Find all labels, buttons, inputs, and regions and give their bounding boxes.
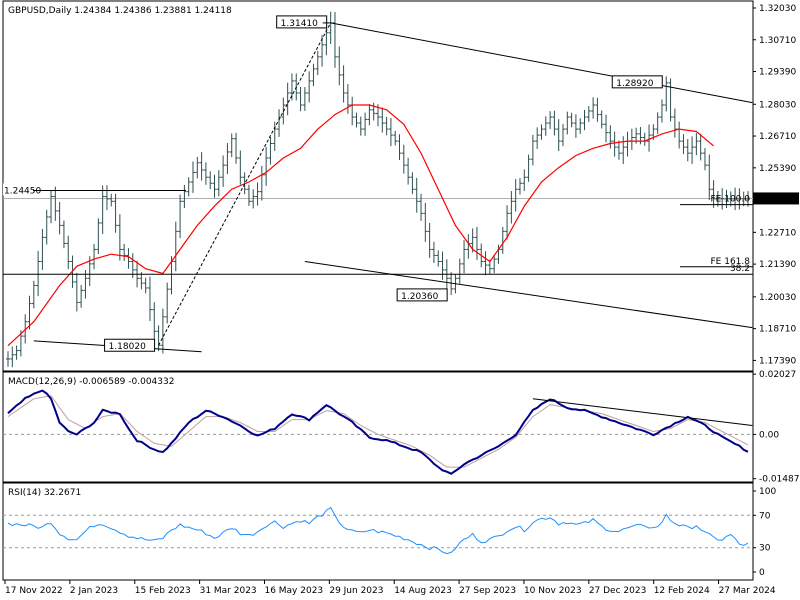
price-tick-label: 1.17390 <box>759 356 796 366</box>
low-label: 1.20360 <box>401 292 438 302</box>
price-tick-label: 1.29390 <box>759 68 796 78</box>
left-level-box <box>3 183 33 196</box>
price-tick-label: 1.30710 <box>759 36 796 46</box>
low-box <box>396 288 448 302</box>
mid-high-label: 1.28920 <box>616 79 653 89</box>
trendline <box>158 22 332 346</box>
macd-series <box>7 389 753 475</box>
trendline <box>304 260 753 329</box>
date-tick-label: 14 Aug 2023 <box>394 586 452 596</box>
price-tick-label: 1.18710 <box>759 325 796 335</box>
price-tick-label: 1.20030 <box>759 293 796 303</box>
price-title: GBPUSD,Daily 1.24384 1.24386 1.23881 1.2… <box>8 6 232 16</box>
price-tick-label: 1.25390 <box>759 164 796 174</box>
rsi-tick-label: 70 <box>759 511 771 521</box>
price-series <box>6 11 753 368</box>
high-label: 1.31410 <box>281 19 318 29</box>
macd-panel: MACD(12,26,9) -0.006589 -0.004332 0.0202… <box>2 370 800 485</box>
rsi-tick-label: 30 <box>759 544 771 554</box>
fe-100-label: FE 100.0 <box>711 195 751 205</box>
rsi-line <box>7 506 749 555</box>
price-tick-label: 1.32030 <box>759 4 796 14</box>
first-low-box <box>104 338 156 352</box>
date-tick-label: 16 May 2023 <box>264 586 323 596</box>
fe-161-label: FE 161.8 <box>711 257 751 267</box>
macd-tick-label: 0.00 <box>759 430 779 440</box>
date-tick-label: 15 Feb 2023 <box>135 586 191 596</box>
last-price-label: 1.24118 <box>757 194 794 204</box>
date-tick-label: 27 Sep 2023 <box>459 586 516 596</box>
rsi-axis: 100 70 30 0 <box>3 487 776 578</box>
date-tick-label: 31 Mar 2023 <box>200 586 257 596</box>
price-tick-label: 1.26710 <box>759 132 796 142</box>
price-panel: GBPUSD,Daily 1.24384 1.24386 1.23881 1.2… <box>2 0 799 372</box>
date-tick-label: 10 Nov 2023 <box>524 586 582 596</box>
rsi-tick-label: 100 <box>759 487 776 497</box>
date-tick-label: 27 Mar 2024 <box>719 586 776 596</box>
macd-tick-label: -0.014877 <box>759 475 800 485</box>
price-tick-label: 1.22710 <box>759 228 796 238</box>
date-tick-label: 12 Feb 2024 <box>654 586 710 596</box>
rsi-series <box>7 506 749 555</box>
moving-average-line <box>7 104 714 347</box>
rsi-title: RSI(14) 32.2671 <box>8 488 81 498</box>
macd-title: MACD(12,26,9) -0.006589 -0.004332 <box>8 377 174 387</box>
price-tick-label: 1.21390 <box>759 260 796 270</box>
date-tick-label: 29 Jun 2023 <box>329 586 383 596</box>
high-box <box>276 15 328 29</box>
left-level-label: 1.24450 <box>4 186 41 196</box>
macd-signal-line <box>7 395 749 468</box>
rsi-panel: RSI(14) 32.2671 100 70 30 0 <box>2 482 776 581</box>
rsi-tick-label: 0 <box>759 568 765 578</box>
date-axis: 17 Nov 2022 2 Jan 2023 15 Feb 2023 31 Mar 2… <box>4 580 776 596</box>
date-tick-label: 27 Dec 2023 <box>589 586 647 596</box>
date-tick-label: 17 Nov 2022 <box>5 586 63 596</box>
macd-panel-border <box>2 371 754 483</box>
fib-38-label: 38.2 <box>730 264 750 274</box>
last-price-box <box>753 192 799 205</box>
price-tick-label: 1.28030 <box>759 100 796 110</box>
price-annotations: 1.24450 38.2FE 161.8 FE 100.0 1.31410 1.2892… <box>3 15 753 352</box>
price-axis: 1.32030 1.30710 1.29390 1.28030 1.26710 1.253… <box>3 4 799 366</box>
macd-trendline <box>532 398 753 427</box>
rsi-panel-border <box>2 482 754 581</box>
trendline <box>330 22 753 104</box>
macd-tick-label: 0.02027 <box>759 370 796 380</box>
macd-main-line <box>7 389 749 475</box>
mid-high-box <box>611 75 663 89</box>
date-tick-label: 2 Jan 2023 <box>70 586 118 596</box>
first-low-label: 1.18020 <box>109 342 146 352</box>
